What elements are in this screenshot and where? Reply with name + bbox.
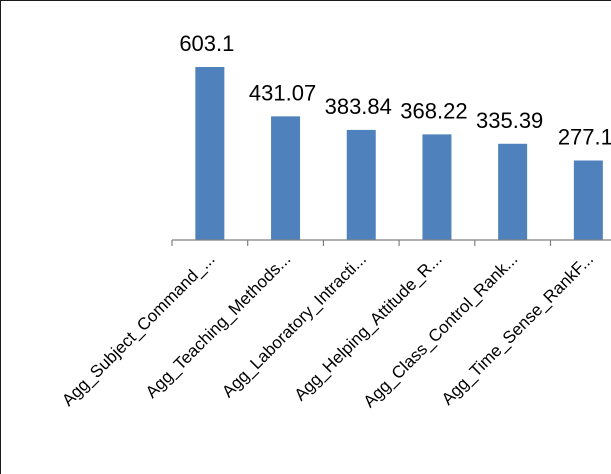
data-label: 431.07 bbox=[249, 80, 316, 105]
data-label: 383.84 bbox=[325, 94, 392, 119]
data-labels-layer: 603.1 431.07 383.84 368.22 335.39 277.1 bbox=[179, 31, 611, 150]
bar bbox=[346, 129, 376, 240]
x-tick-label: Agg_Teaching_Methods... bbox=[142, 249, 294, 401]
bar bbox=[271, 116, 301, 240]
data-label: 368.22 bbox=[400, 98, 467, 123]
bar bbox=[573, 160, 603, 240]
x-tick-label: Agg_Subject_Command_... bbox=[58, 249, 218, 409]
data-label: 603.1 bbox=[179, 31, 234, 56]
data-label: 277.1 bbox=[558, 125, 611, 150]
bar bbox=[195, 67, 225, 240]
x-tick-label: Agg_Time_Sense_RankF... bbox=[438, 249, 597, 408]
bar bbox=[498, 143, 528, 240]
x-axis bbox=[171, 239, 611, 246]
x-tick-label: Agg_Laboratory_Intracti... bbox=[218, 249, 370, 401]
data-label: 335.39 bbox=[476, 108, 543, 133]
bars-layer bbox=[195, 67, 603, 240]
x-tick-label: Agg_Helping_Attitude_R... bbox=[291, 249, 446, 404]
x-tick-label: Agg_Class_Control_Rank... bbox=[360, 249, 522, 411]
tick-labels-layer: Agg_Subject_Command_...Agg_Teaching_Meth… bbox=[58, 249, 597, 411]
bar bbox=[422, 134, 452, 240]
